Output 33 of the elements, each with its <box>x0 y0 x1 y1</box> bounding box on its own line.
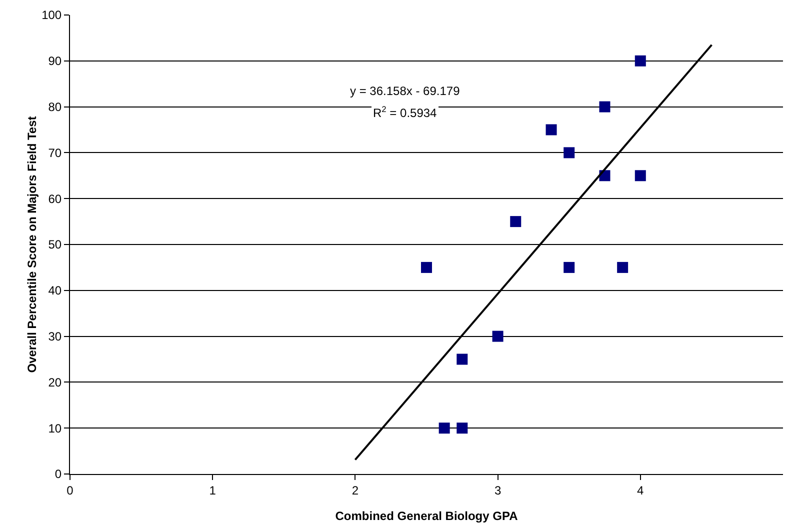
x-tick-label: 3 <box>494 483 502 498</box>
point <box>564 147 575 158</box>
point <box>456 354 468 365</box>
y-tick-label: 90 <box>48 54 62 68</box>
annotation: R$^{2}$ = 0.5934 <box>373 104 438 120</box>
y-tick-label: 40 <box>48 284 62 298</box>
x-tick-label: 2 <box>352 483 359 498</box>
x-tick-label: 0 <box>66 483 74 498</box>
y-tick-label: 60 <box>48 192 62 206</box>
point <box>564 262 575 273</box>
point <box>634 55 646 66</box>
point <box>617 262 628 273</box>
point <box>634 170 646 182</box>
y-tick-label: 10 <box>48 421 62 436</box>
point <box>438 422 450 434</box>
y-tick-label: 0 <box>54 467 62 482</box>
point <box>510 216 522 228</box>
y-tick-label: 70 <box>48 146 62 160</box>
y-tick-label: 80 <box>48 100 62 114</box>
annotation: y = 36.158x - 69.179 <box>350 84 460 98</box>
point <box>599 101 610 112</box>
point <box>492 330 504 342</box>
point <box>421 262 432 273</box>
y-tick-label: 100 <box>42 8 62 22</box>
x-axis-title: Combined General Biology GPA <box>335 509 518 523</box>
x-tick-label: 4 <box>637 483 644 498</box>
y-tick-label: 50 <box>48 238 62 252</box>
y-axis-title: Overall Percentile Score on Majors Field Test <box>25 116 39 373</box>
y-tick-label: 20 <box>48 375 62 390</box>
y-tick-label: 30 <box>48 330 62 344</box>
x-tick-label: 1 <box>209 483 216 498</box>
point <box>546 124 557 136</box>
point <box>456 422 468 434</box>
